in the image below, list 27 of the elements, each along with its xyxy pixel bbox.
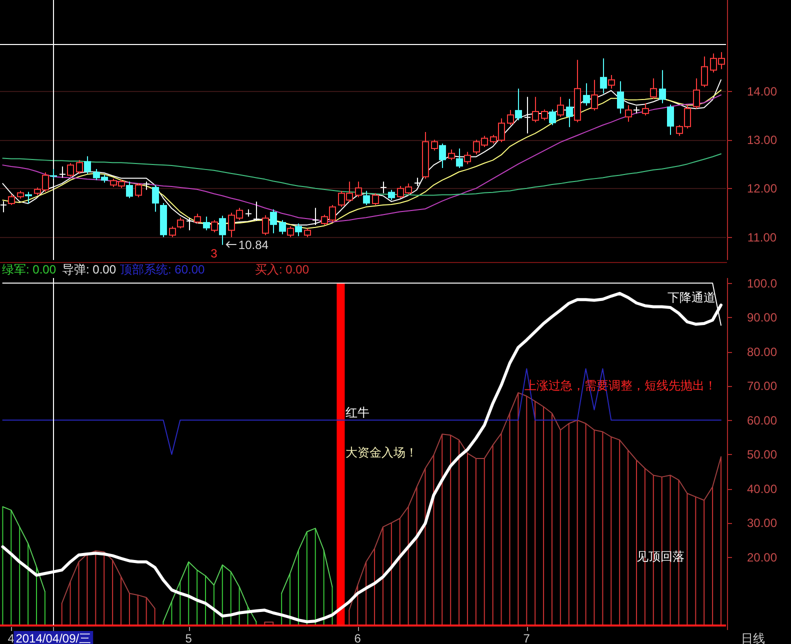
- x-tick-label: 6: [354, 631, 362, 644]
- y-tick-label: 14.00: [746, 84, 778, 98]
- text: 顶部系统: 60.00: [120, 262, 206, 276]
- y-tick-label: 30.00: [746, 516, 778, 530]
- y-tick-label: 90.00: [746, 310, 778, 325]
- annotation: 红牛: [346, 405, 370, 420]
- y-tick-label: 60.00: [746, 413, 778, 428]
- annotation: 3: [210, 246, 218, 260]
- x-tick-label: 7: [523, 631, 530, 644]
- y-tick-label: 12.00: [746, 182, 778, 196]
- y-tick-label: 20.00: [746, 550, 778, 564]
- y-tick-label: 13.00: [746, 133, 778, 148]
- y-tick-label: 11.00: [747, 230, 777, 244]
- x-tick-label: 4: [8, 631, 15, 644]
- y-tick-label: 70.00: [746, 379, 778, 394]
- annotation: 10.84: [238, 238, 269, 252]
- y-tick-label: 40.00: [746, 482, 778, 496]
- text: 导弹: 0.00: [62, 262, 116, 276]
- annotation: 大资金入场！: [346, 445, 418, 460]
- annotation: 下降通道: [667, 290, 716, 304]
- text: 买入: 0.00: [255, 262, 310, 276]
- text: 日线: [741, 631, 765, 644]
- y-tick-label: 100.0: [746, 276, 778, 290]
- y-tick-label: 50.00: [746, 448, 778, 462]
- x-tick-label: 5: [185, 631, 192, 644]
- y-tick-label: 80.00: [746, 344, 778, 359]
- text: 绿军: 0.00: [2, 262, 56, 276]
